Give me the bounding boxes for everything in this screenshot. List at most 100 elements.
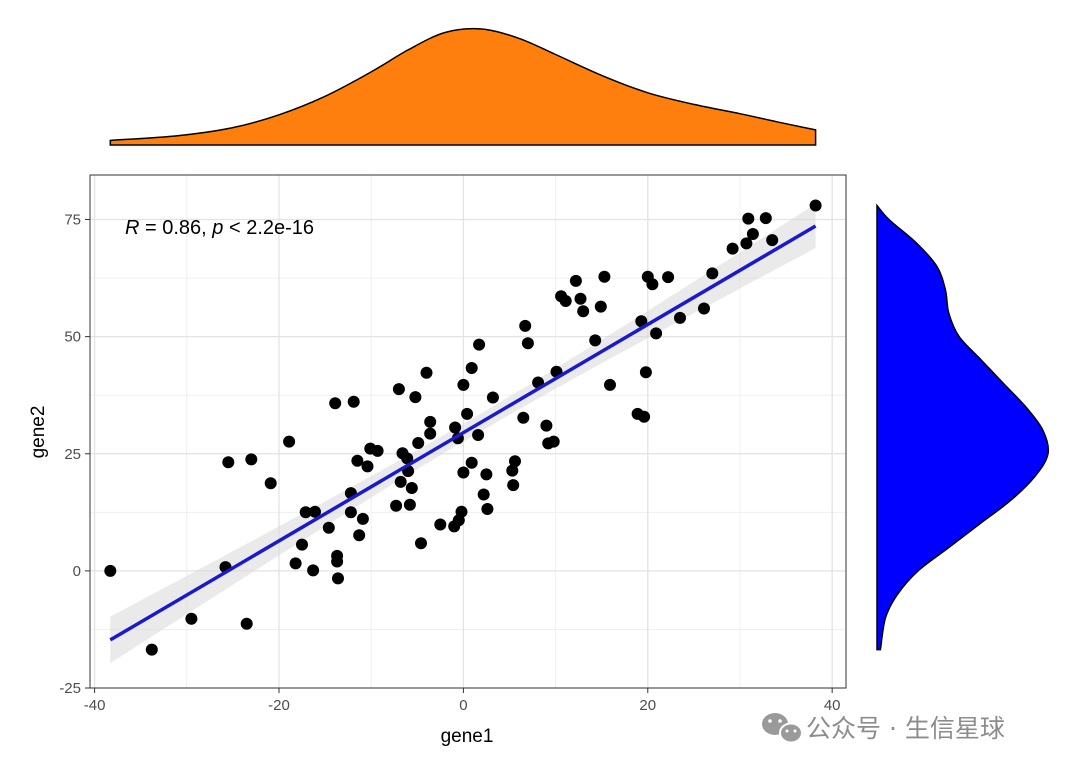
- data-point: [740, 237, 753, 250]
- data-point: [594, 300, 607, 313]
- data-point: [519, 319, 532, 332]
- data-point: [403, 498, 416, 511]
- data-point: [604, 378, 616, 391]
- data-point: [331, 549, 344, 562]
- panel-border: [89, 174, 847, 689]
- data-point: [392, 383, 405, 396]
- data-point: [766, 234, 779, 247]
- data-point: [547, 435, 560, 448]
- data-point: [412, 437, 425, 449]
- data-point: [574, 292, 587, 305]
- data-point: [104, 564, 117, 577]
- data-point: [457, 378, 470, 391]
- data-point: [307, 564, 320, 577]
- data-point: [759, 212, 772, 225]
- data-point: [299, 506, 312, 519]
- data-point: [289, 557, 302, 570]
- data-point: [465, 362, 478, 374]
- data-point: [473, 338, 486, 351]
- data-point: [420, 366, 433, 379]
- p-value: < 2.2e-16: [223, 217, 314, 239]
- r-value: = 0.86,: [139, 217, 212, 239]
- y-tick-label: 25: [64, 446, 81, 463]
- data-point: [390, 499, 403, 512]
- data-point: [540, 419, 553, 432]
- data-point: [351, 454, 364, 467]
- correlation-annotation: R = 0.86, p < 2.2e-16: [125, 217, 314, 239]
- data-point: [506, 464, 519, 477]
- data-point: [742, 212, 755, 225]
- data-point: [240, 617, 253, 630]
- data-point: [674, 311, 686, 324]
- data-point: [347, 395, 360, 408]
- data-point: [507, 479, 520, 492]
- data-point: [509, 455, 521, 468]
- data-point: [309, 505, 321, 518]
- data-point: [635, 315, 648, 328]
- data-point: [472, 429, 485, 441]
- data-point: [415, 537, 427, 550]
- data-point: [245, 453, 258, 466]
- data-point: [461, 407, 474, 420]
- data-point: [145, 643, 158, 656]
- data-point: [589, 334, 602, 347]
- wechat-icon: [762, 713, 803, 744]
- main-panel: R = 0.86, p < 2.2e-16: [89, 174, 847, 689]
- data-point: [559, 295, 572, 307]
- watermark-text: 公众号 · 生信星球: [806, 714, 1005, 743]
- data-point: [322, 521, 335, 534]
- data-point: [222, 456, 235, 469]
- right-density-area: [876, 203, 1050, 651]
- data-point: [356, 512, 369, 525]
- x-tick-label: 20: [639, 697, 656, 714]
- watermark: 公众号 · 生信星球: [762, 713, 1005, 744]
- data-point: [329, 397, 342, 410]
- data-point: [449, 421, 462, 434]
- data-point: [809, 199, 822, 212]
- data-point: [646, 278, 659, 291]
- data-point: [405, 482, 418, 494]
- top-density-plot: [109, 27, 817, 146]
- data-point: [185, 612, 198, 625]
- data-point: [434, 518, 447, 531]
- y-tick-label: 50: [64, 329, 81, 346]
- data-point: [650, 327, 663, 340]
- data-point: [296, 538, 308, 551]
- data-point: [424, 427, 437, 440]
- data-point: [332, 572, 344, 585]
- data-point: [371, 444, 384, 457]
- p-symbol: p: [211, 217, 223, 239]
- data-point: [353, 529, 366, 542]
- x-axis-title: gene1: [441, 726, 494, 747]
- x-tick-label: -40: [84, 697, 106, 714]
- y-tick-label: 75: [64, 212, 81, 229]
- data-point: [639, 366, 652, 379]
- x-tick-label: 0: [459, 697, 467, 714]
- data-point: [481, 503, 494, 515]
- data-point: [746, 228, 759, 240]
- data-point: [401, 452, 414, 465]
- data-point: [361, 460, 374, 473]
- data-point: [726, 242, 739, 255]
- data-point: [394, 475, 407, 488]
- r-symbol: R: [125, 217, 139, 239]
- data-point: [698, 302, 710, 315]
- data-point: [569, 274, 582, 287]
- data-point: [455, 505, 468, 518]
- y-axis-title: gene2: [28, 406, 49, 459]
- y-tick-label: 0: [73, 563, 81, 580]
- x-tick-label: -20: [268, 697, 290, 714]
- data-point: [706, 267, 719, 280]
- right-density-plot: [876, 203, 1050, 651]
- x-tick-label: 40: [824, 697, 841, 714]
- regression-line: [109, 224, 817, 642]
- data-points: [104, 199, 822, 656]
- data-point: [517, 411, 530, 424]
- data-point: [486, 391, 499, 404]
- data-point: [477, 488, 490, 501]
- axes: -40 -20 0 20 40 -25 0 25 50 75: [59, 212, 840, 714]
- data-point: [662, 271, 675, 284]
- data-point: [465, 456, 478, 469]
- data-point: [409, 391, 422, 404]
